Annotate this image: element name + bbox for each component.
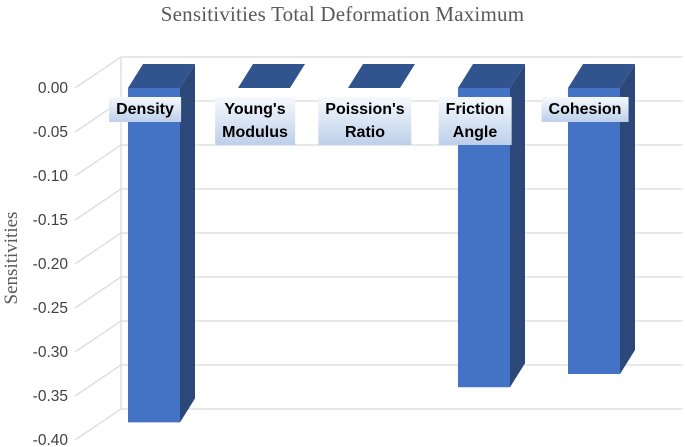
bar-top-face-density: [128, 64, 195, 88]
gridline-diagonal: [74, 100, 122, 133]
chart-title: Sensitivities Total Deformation Maximum: [160, 2, 525, 26]
y-tick-label: -0.15: [33, 212, 68, 229]
y-tick-label: -0.35: [33, 388, 68, 405]
gridline-diagonal: [74, 364, 122, 397]
bar-front-face-friction-angle: [458, 88, 510, 388]
gridline-diagonal: [74, 144, 122, 177]
y-tick-label: -0.25: [33, 300, 68, 317]
gridline-diagonal: [74, 320, 122, 353]
bar-top-face-young-s-modulus: [238, 64, 305, 88]
y-tick-label: -0.10: [33, 168, 69, 185]
gridline-diagonal: [74, 276, 122, 309]
bar-top-face-poission-s-ratio: [348, 64, 415, 88]
bar-side-face-cohesion: [620, 64, 635, 374]
bar-front-face-density: [128, 88, 180, 423]
bar-front-face-cohesion: [568, 88, 620, 374]
gridline-diagonal: [74, 232, 122, 265]
gridline-diagonal: [74, 188, 122, 221]
bar-top-face-cohesion: [568, 64, 635, 88]
y-tick-label: -0.30: [33, 344, 69, 361]
gridline-diagonal: [74, 56, 122, 89]
bar-side-face-friction-angle: [510, 64, 525, 388]
y-tick-label: -0.40: [33, 432, 69, 447]
y-tick-label: -0.20: [33, 256, 69, 273]
y-tick-label: 0.00: [38, 80, 69, 97]
bar-top-face-friction-angle: [458, 64, 525, 88]
bar-side-face-density: [180, 64, 195, 423]
gridline-diagonal: [74, 408, 122, 441]
y-tick-label: -0.05: [33, 124, 68, 141]
